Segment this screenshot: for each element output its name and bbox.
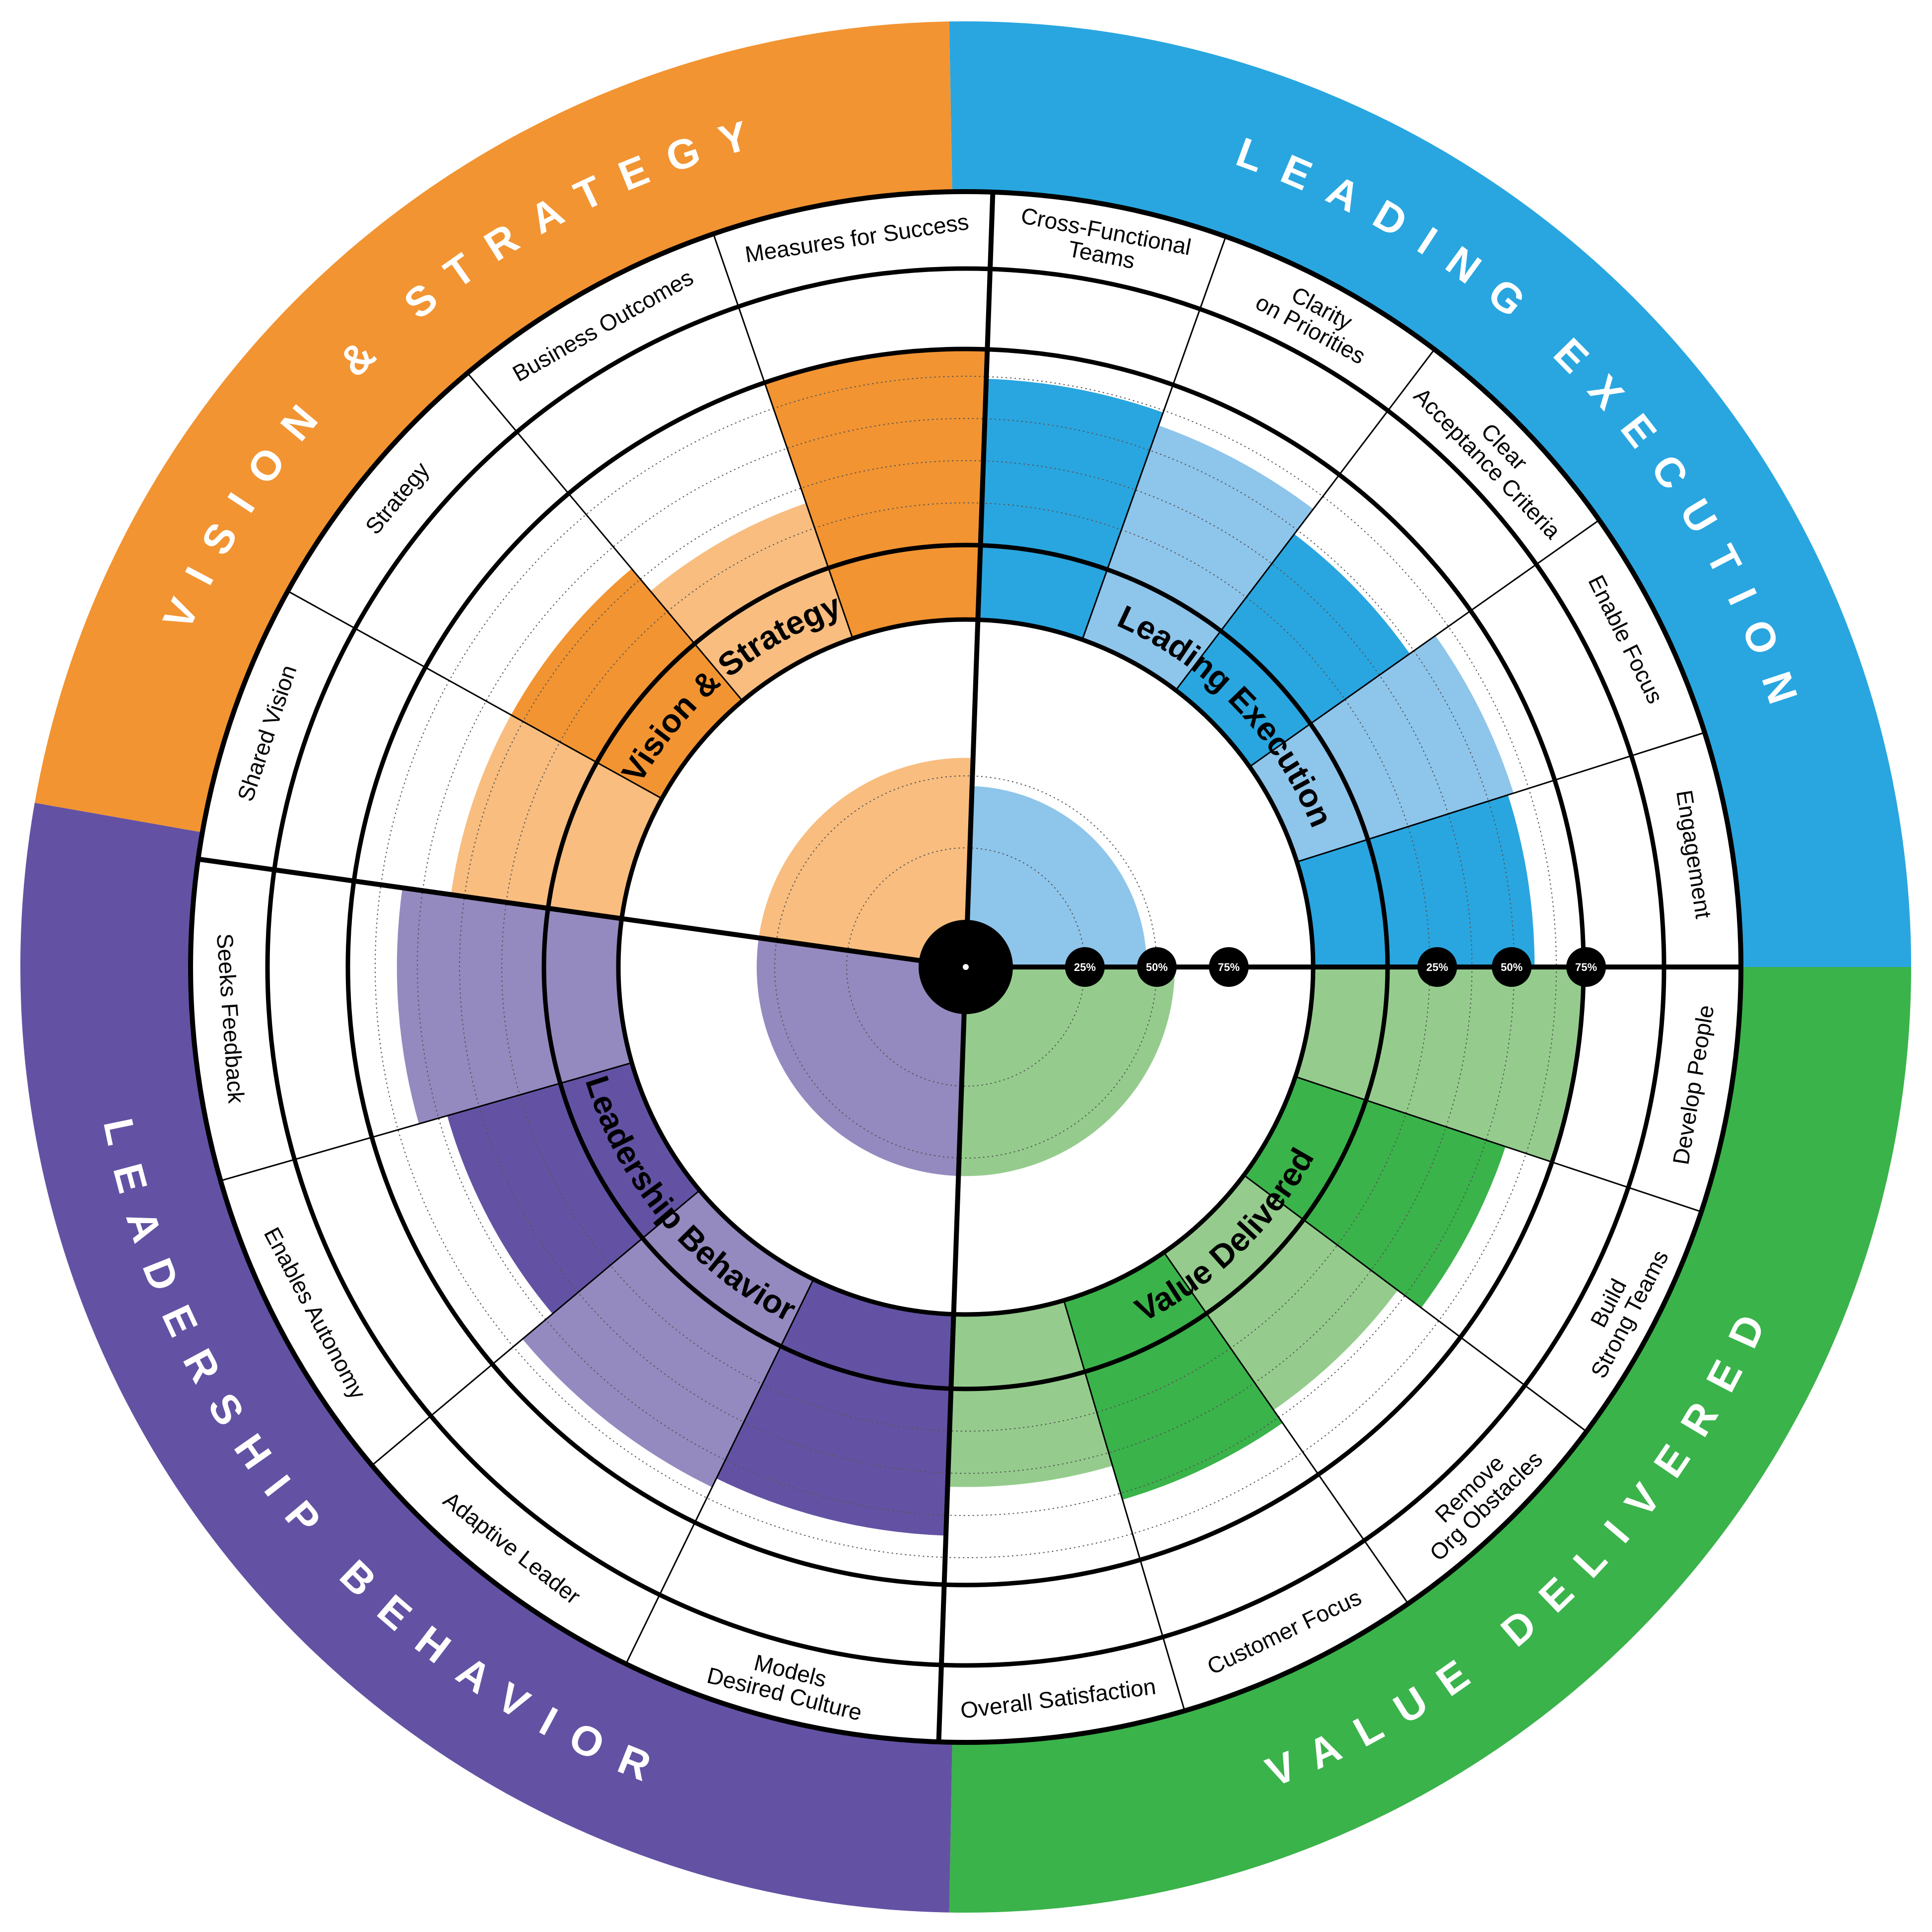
scale-marker: [1417, 947, 1457, 987]
quadrant-divider: [963, 192, 996, 967]
item-divider: [220, 1062, 632, 1181]
item-divider: [1295, 1076, 1702, 1213]
bar-cross-functional-teams: [978, 378, 1163, 640]
average-value: [958, 967, 1175, 1176]
scale-marker: [1209, 947, 1249, 987]
bar-seeks-feedback: [397, 888, 632, 1124]
bar-measures-for-success: [764, 349, 988, 639]
bar-enables-autonomy: [447, 1062, 700, 1314]
bar-develop-people: [1295, 967, 1584, 1162]
quadrant-divider: [198, 856, 966, 969]
item-divider: [1243, 1174, 1587, 1432]
item-divider: [466, 372, 743, 701]
bar-enable-focus: [1250, 635, 1514, 862]
item-divider: [1081, 236, 1227, 640]
bar-overall-satisfaction: [947, 1300, 1113, 1487]
scale-marker: [1065, 947, 1105, 987]
scale-tick-label: 75%: [1575, 961, 1597, 973]
average-leadership: [756, 938, 966, 1176]
item-divider: [1175, 348, 1435, 691]
item-divider: [1163, 1251, 1409, 1604]
bar-engagement: [1297, 795, 1535, 967]
average-execution: [966, 786, 1147, 967]
bar-customer-focus: [1064, 1252, 1283, 1500]
center-dot: [963, 964, 969, 970]
percentage-scale: 25% 50% 75% 25% 50% 75%: [919, 920, 1741, 1014]
item-divider: [1249, 519, 1600, 767]
bar-clear-acceptance-criteria: [1176, 534, 1410, 767]
bar-remove-org-obstacles: [1164, 1175, 1398, 1410]
item-divider: [371, 1189, 700, 1466]
bar-build-strong-teams: [1244, 1076, 1506, 1308]
scale-tick-label: 75%: [1218, 961, 1240, 973]
scale-marker: [1566, 947, 1606, 987]
item-divider: [713, 233, 854, 639]
scale-marker: [1137, 947, 1177, 987]
item-divider: [625, 1279, 814, 1664]
scale-tick-label: 25%: [1426, 961, 1448, 973]
bar-strategy: [511, 568, 743, 799]
bar-shared-vision: [451, 715, 662, 919]
scale-tick-label: 50%: [1501, 961, 1523, 973]
scale-marker: [1492, 947, 1532, 987]
item-divider: [287, 590, 663, 799]
quadrant-divider: [936, 966, 968, 1742]
item-divider: [1296, 732, 1705, 863]
item-score-bars: [397, 349, 1584, 1536]
bar-clarity-on-priorities: [1082, 425, 1314, 690]
item-divider: [1063, 1300, 1186, 1711]
bar-adaptive-leader: [522, 1190, 814, 1487]
average-vision: [758, 758, 973, 967]
bar-models-desired-culture: [716, 1279, 954, 1536]
scale-tick-label: 50%: [1146, 961, 1168, 973]
scale-tick-label: 25%: [1074, 961, 1096, 973]
